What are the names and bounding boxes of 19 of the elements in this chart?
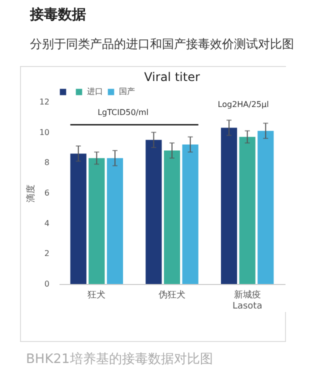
- text: Viral titer: [144, 70, 200, 84]
- y-tick-label: 12: [39, 98, 50, 106]
- x-tick-label: 新城疫 Lasota: [232, 290, 262, 312]
- legend-label: 国产: [119, 87, 135, 96]
- y-tick-label: 10: [39, 128, 50, 137]
- chart-title: 接毒数据: [30, 6, 86, 24]
- x-tick-label: 伪狂犬: [158, 290, 186, 300]
- annotation: Log2HA/25μl: [216, 100, 270, 109]
- y-tick-label: 8: [44, 158, 50, 168]
- y-tick-label: 2: [44, 249, 50, 258]
- y-tick-label: 0: [44, 280, 50, 288]
- text: BHK21培养基的接毒数据对比图: [26, 351, 213, 368]
- ref-line-label: LgTCID50/ml: [98, 108, 149, 117]
- legend-label: 进口: [87, 87, 103, 96]
- x-tick-label: 狂犬: [88, 290, 106, 300]
- y-tick-label: 4: [44, 218, 50, 228]
- y-axis-title: 滴度: [25, 184, 36, 202]
- chart-subtitle: 分别于同类产品的进口和国产接毒效价测试对比图: [30, 36, 294, 53]
- y-tick-label: 6: [44, 188, 50, 198]
